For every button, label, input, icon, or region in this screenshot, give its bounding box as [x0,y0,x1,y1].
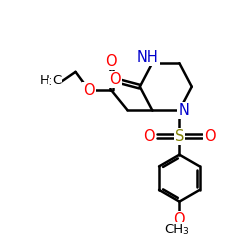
Text: O: O [106,54,117,69]
Text: O: O [109,72,121,87]
Text: O: O [143,128,154,144]
Text: N: N [178,103,189,118]
Text: H: H [40,74,50,87]
Text: 3: 3 [182,226,188,235]
Text: 3: 3 [48,78,54,87]
Text: O: O [204,128,216,144]
Text: S: S [175,128,184,144]
Text: NH: NH [137,50,158,65]
Text: C: C [52,74,61,87]
Text: O: O [83,83,95,98]
Text: CH: CH [164,223,183,236]
Text: O: O [174,212,185,227]
